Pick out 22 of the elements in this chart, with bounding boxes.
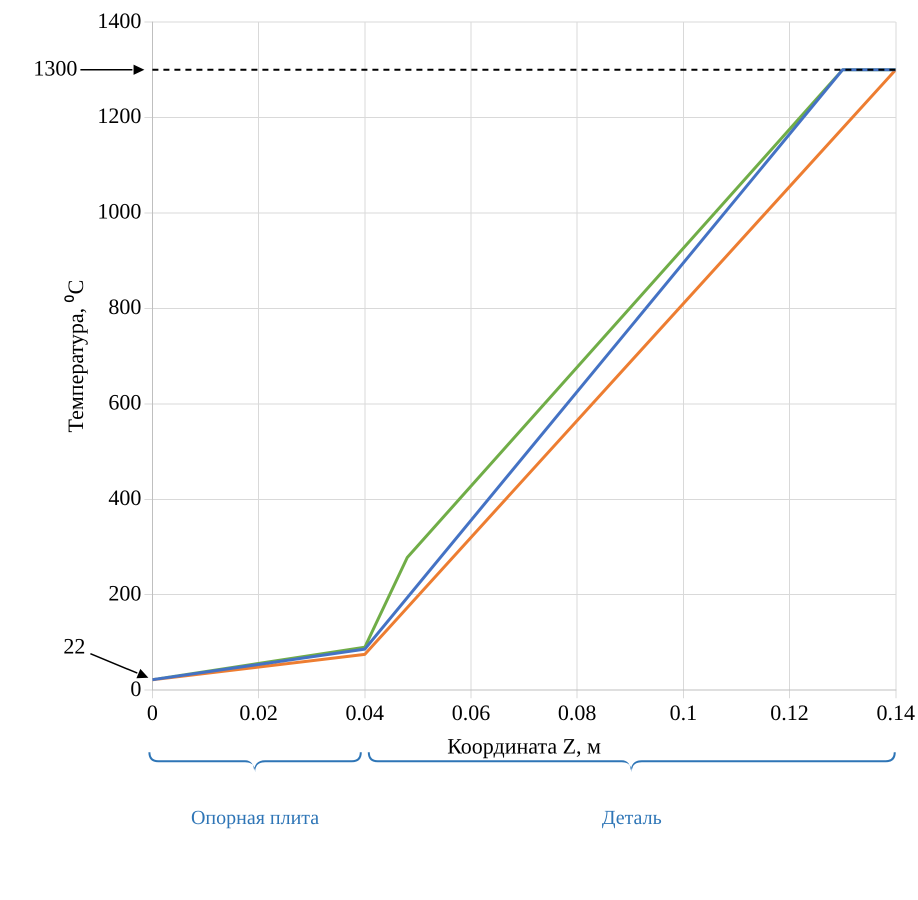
y-tick-label: 0 (130, 676, 142, 701)
x-tick-label: 0.04 (346, 700, 384, 726)
y-tick-label: 200 (108, 580, 142, 606)
y-tick-label: 400 (108, 485, 142, 510)
y-tick-label: 1400 (97, 8, 142, 33)
text: 22 (63, 633, 86, 658)
text: Опорная плита (190, 807, 320, 830)
y-tick-label: 1000 (97, 198, 142, 224)
x-tick-label: 0 (146, 700, 158, 726)
x-tick-label: 0.08 (558, 700, 596, 726)
x-tick-label: 0.1 (670, 700, 698, 726)
y-tick-label: 800 (108, 294, 142, 320)
x-tick-label: 0.02 (239, 700, 278, 726)
x-tick-label: 0.14 (876, 700, 915, 726)
x-tick-label: 0.12 (770, 700, 809, 726)
x-tick-label: 0.06 (452, 700, 490, 726)
ref-line-label: 1300 (33, 56, 78, 81)
y-tick-label: 1200 (97, 103, 142, 128)
x-axis-title: Координата Z, м (447, 734, 602, 759)
y-tick-label: 600 (108, 390, 142, 415)
y-axis-title: Температура, ⁰C (62, 280, 88, 432)
text: Деталь (602, 807, 662, 830)
